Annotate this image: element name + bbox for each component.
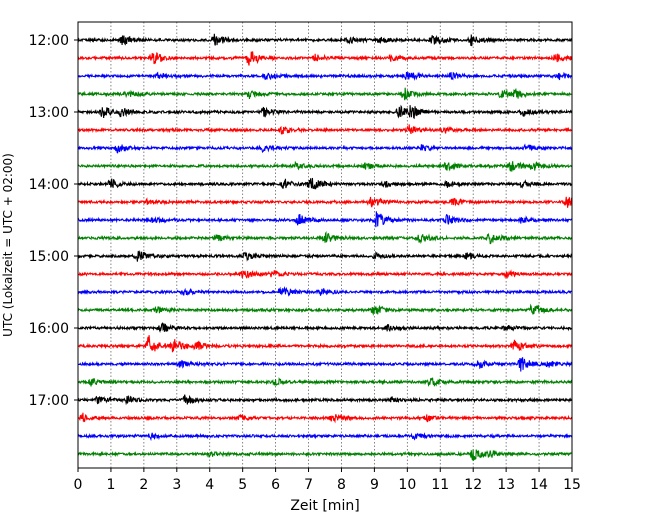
x-tick-label: 7 (304, 477, 313, 493)
y-tick-label: 17:00 (29, 393, 69, 409)
x-tick-label: 9 (370, 477, 379, 493)
seismic-trace (77, 250, 573, 262)
x-tick-label: 14 (530, 477, 548, 493)
x-tick-label: 5 (238, 477, 247, 493)
y-tick-label: 14:00 (29, 177, 69, 193)
seismic-trace (77, 87, 572, 101)
x-tick-label: 6 (271, 477, 280, 493)
seismic-trace (77, 143, 573, 154)
x-tick-label: 15 (563, 477, 581, 493)
x-tick-label: 10 (398, 477, 416, 493)
seismic-trace (77, 432, 573, 442)
seismic-trace (77, 177, 573, 190)
seismic-trace (77, 303, 573, 316)
seismic-trace (77, 394, 573, 406)
seismic-trace (77, 211, 573, 228)
seismic-trace (77, 322, 572, 333)
x-axis-title: Zeit [min] (290, 498, 359, 514)
x-tick-label: 1 (106, 477, 115, 493)
y-tick-label: 13:00 (29, 105, 69, 121)
seismic-trace (77, 51, 573, 66)
y-axis-ticks: 12:00 13:00 14:00 15:00 16:00 17:00 (29, 33, 78, 409)
seismic-trace (77, 335, 573, 353)
x-tick-label: 3 (172, 477, 181, 493)
y-tick-label: 12:00 (29, 33, 69, 49)
x-tick-label: 2 (139, 477, 148, 493)
seismic-trace (77, 104, 573, 120)
seismic-trace (77, 377, 573, 387)
plot-frame (77, 21, 573, 469)
x-tick-label: 0 (74, 477, 83, 493)
x-tick-label: 8 (337, 477, 346, 493)
seismic-trace (77, 269, 573, 280)
seismic-trace (77, 160, 572, 172)
seismic-trace (77, 357, 573, 372)
seismic-trace (77, 124, 572, 136)
seismic-trace (77, 286, 572, 297)
seismic-trace (77, 449, 572, 461)
y-axis-title: UTC (Lokalzeit = UTC + 02:00) (1, 153, 15, 337)
x-tick-label: 13 (497, 477, 515, 493)
x-tick-label: 11 (431, 477, 449, 493)
seismic-trace (77, 231, 573, 245)
seismic-trace (77, 71, 573, 81)
y-tick-label: 15:00 (29, 249, 69, 265)
x-tick-label: 12 (464, 477, 482, 493)
x-tick-label: 4 (205, 477, 214, 493)
seismic-trace (77, 196, 573, 208)
y-tick-label: 16:00 (29, 321, 69, 337)
trace-group (77, 33, 573, 461)
x-axis-ticks: 0 1 2 3 4 5 6 7 8 9 10 11 12 13 14 15 (74, 468, 581, 493)
seismic-trace (77, 412, 573, 424)
seismic-trace (77, 33, 573, 47)
